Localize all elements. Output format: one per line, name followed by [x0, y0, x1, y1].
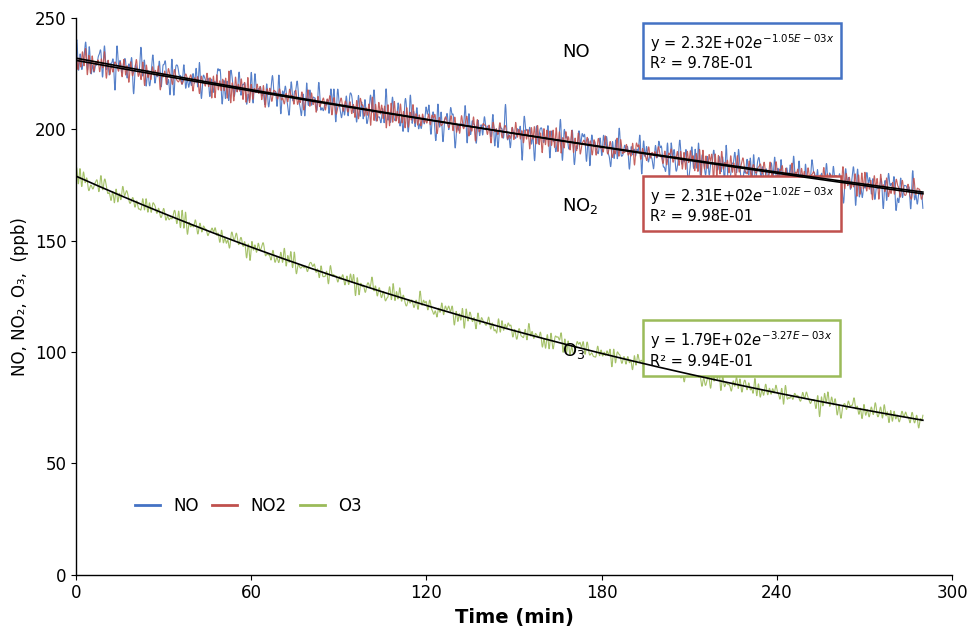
Text: NO: NO: [561, 43, 590, 61]
Text: y = 1.79E+02$e^{-3.27E-03x}$
R² = 9.94E-01: y = 1.79E+02$e^{-3.27E-03x}$ R² = 9.94E-…: [649, 330, 831, 369]
Text: y = 2.31E+02$e^{-1.02E-03x}$
R² = 9.98E-01: y = 2.31E+02$e^{-1.02E-03x}$ R² = 9.98E-…: [649, 185, 833, 224]
Text: O$_3$: O$_3$: [561, 341, 585, 361]
Legend: NO, NO2, O3: NO, NO2, O3: [128, 491, 368, 522]
Text: y = 2.32E+02$e^{-1.05E-03x}$
R² = 9.78E-01: y = 2.32E+02$e^{-1.05E-03x}$ R² = 9.78E-…: [649, 32, 833, 71]
Text: NO$_2$: NO$_2$: [561, 197, 599, 216]
X-axis label: Time (min): Time (min): [454, 608, 573, 627]
Y-axis label: NO, NO₂, O₃,  (ppb): NO, NO₂, O₃, (ppb): [11, 217, 29, 376]
